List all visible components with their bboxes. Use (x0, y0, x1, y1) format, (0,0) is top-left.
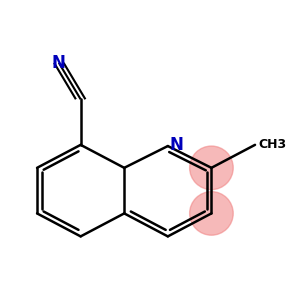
Text: CH3: CH3 (258, 138, 286, 151)
Text: N: N (170, 136, 184, 154)
Text: N: N (52, 54, 66, 72)
Circle shape (190, 146, 233, 190)
Circle shape (190, 192, 233, 235)
